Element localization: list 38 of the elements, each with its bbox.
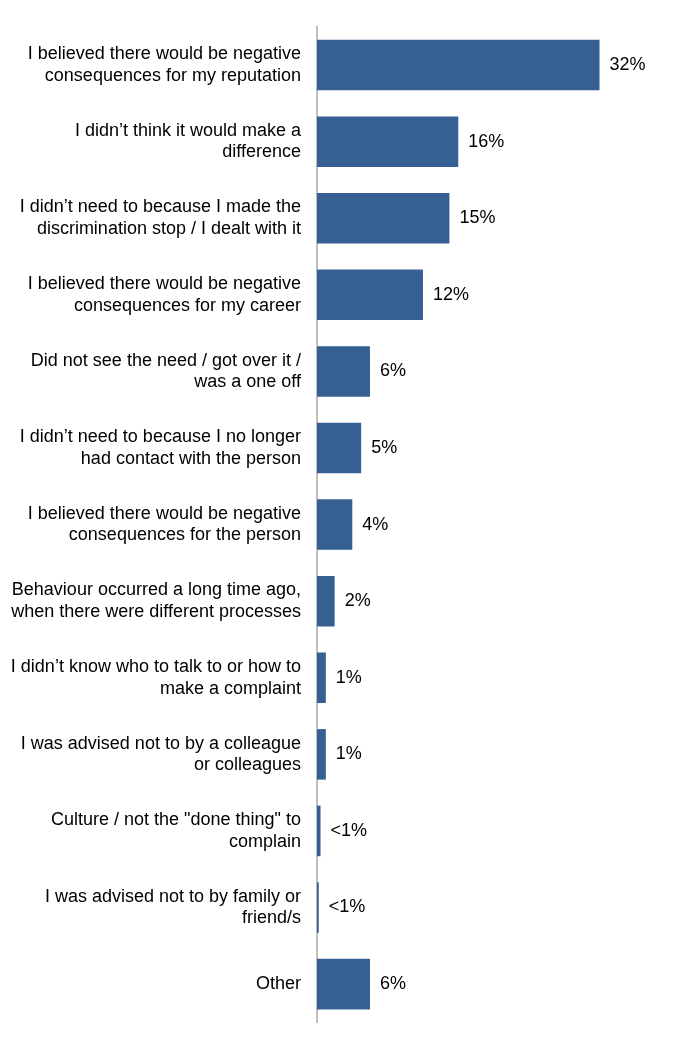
bar bbox=[317, 805, 321, 857]
data-label: <1% bbox=[328, 896, 366, 917]
bar bbox=[317, 269, 423, 321]
data-label: 1% bbox=[335, 666, 362, 687]
y-tick-label: I believed there would be negative consequences for my reputation bbox=[27, 43, 301, 85]
data-label: 32% bbox=[609, 54, 646, 75]
bar bbox=[317, 422, 362, 474]
data-label: 5% bbox=[371, 436, 398, 457]
y-tick-label: Did not see the need / got over it / was a one off bbox=[30, 349, 302, 392]
bar bbox=[317, 346, 370, 397]
y-tick-label: I was advised not to by a colleague or colleagues bbox=[20, 732, 301, 775]
y-tick-label: I believed there would be negative consequences for my career bbox=[27, 273, 302, 315]
bar bbox=[317, 652, 326, 704]
bar bbox=[317, 729, 326, 780]
y-tick-label: Behaviour occurred a long time ago, when there were different processes bbox=[10, 579, 301, 621]
data-label: 1% bbox=[335, 743, 362, 764]
y-tick-label: I believed there would be negative consequences for the person bbox=[27, 502, 301, 545]
y-tick-label: Culture / not the "done thing" to complain bbox=[51, 809, 301, 851]
data-label: 4% bbox=[362, 513, 389, 534]
y-tick-label: Other bbox=[255, 973, 301, 994]
bar bbox=[317, 575, 335, 627]
data-label: 2% bbox=[344, 590, 371, 611]
data-label: 6% bbox=[379, 360, 406, 381]
data-label: 16% bbox=[468, 130, 505, 151]
y-tick-label: I didn’t need to because I made the discrimination stop / I dealt with it bbox=[19, 196, 301, 239]
y-tick-label: I didn’t think it would make a difference bbox=[74, 119, 302, 162]
data-label: <1% bbox=[330, 819, 368, 840]
data-label: 15% bbox=[459, 207, 496, 228]
bar bbox=[317, 958, 370, 1010]
bar bbox=[317, 499, 353, 550]
data-label: 6% bbox=[379, 973, 406, 994]
bar bbox=[317, 39, 600, 91]
y-tick-label: I was advised not to by family or friend/s bbox=[44, 885, 301, 928]
y-tick-label: I didn’t know who to talk to or how to make a complaint bbox=[10, 655, 301, 698]
bar bbox=[317, 192, 450, 244]
data-label: 12% bbox=[432, 283, 469, 304]
y-tick-label: I didn’t need to because I no longer had contact with the person bbox=[19, 426, 301, 468]
bar bbox=[317, 116, 459, 167]
